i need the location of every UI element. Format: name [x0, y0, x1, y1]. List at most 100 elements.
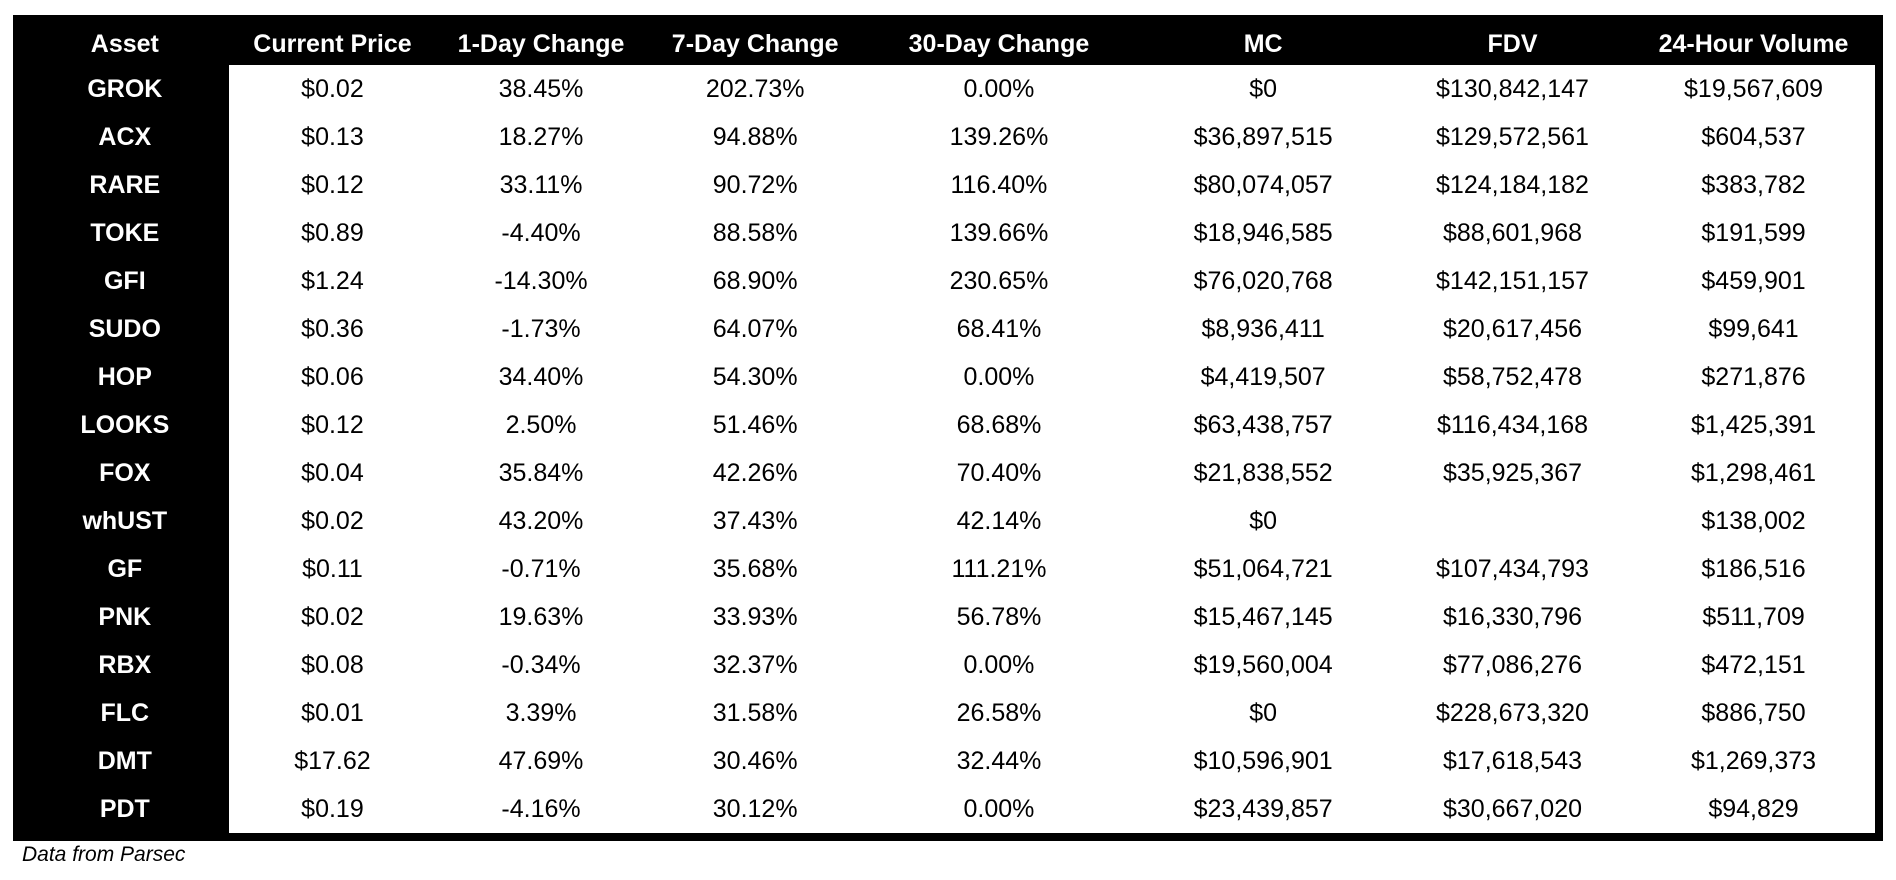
- cell-mc: $10,596,901: [1133, 737, 1393, 785]
- cell-fdv: $17,618,543: [1392, 737, 1633, 785]
- cell-fdv: [1392, 497, 1633, 545]
- cell-fdv: $107,434,793: [1392, 545, 1633, 593]
- column-header-mc: MC: [1133, 23, 1393, 65]
- asset-label: FLC: [21, 689, 229, 737]
- table-row: GROK $0.02 38.45% 202.73% 0.00% $0 $130,842,14…: [21, 65, 1875, 113]
- table-row: TOKE $0.89 -4.40% 88.58% 139.66% $18,946,585 $…: [21, 209, 1875, 257]
- asset-label: PDT: [21, 785, 229, 833]
- asset-label: FOX: [21, 449, 229, 497]
- cell-7-day-change: 30.12%: [645, 785, 865, 833]
- table-row: PNK $0.02 19.63% 33.93% 56.78% $15,467,145 $16…: [21, 593, 1875, 641]
- cell-24-hour-volume: $138,002: [1632, 497, 1875, 545]
- cell-mc: $0: [1133, 689, 1393, 737]
- asset-label: GF: [21, 545, 229, 593]
- cell-30-day-change: 0.00%: [864, 785, 1134, 833]
- cell-30-day-change: 26.58%: [864, 689, 1134, 737]
- table-row: SUDO $0.36 -1.73% 64.07% 68.41% $8,936,411 $20…: [21, 305, 1875, 353]
- table-row: PDT $0.19 -4.16% 30.12% 0.00% $23,439,857 $30,…: [21, 785, 1875, 833]
- cell-7-day-change: 68.90%: [645, 257, 865, 305]
- cell-fdv: $77,086,276: [1392, 641, 1633, 689]
- cell-7-day-change: 32.37%: [645, 641, 865, 689]
- column-header-current-price: Current Price: [228, 23, 437, 65]
- cell-1-day-change: -4.40%: [436, 209, 646, 257]
- cell-7-day-change: 31.58%: [645, 689, 865, 737]
- cell-1-day-change: 18.27%: [436, 113, 646, 161]
- cell-fdv: $35,925,367: [1392, 449, 1633, 497]
- cell-fdv: $116,434,168: [1392, 401, 1633, 449]
- table-row: RBX $0.08 -0.34% 32.37% 0.00% $19,560,004 $77,…: [21, 641, 1875, 689]
- cell-current-price: $17.62: [228, 737, 437, 785]
- column-header-1-day-change: 1-Day Change: [436, 23, 646, 65]
- cell-mc: $18,946,585: [1133, 209, 1393, 257]
- cell-fdv: $124,184,182: [1392, 161, 1633, 209]
- cell-fdv: $58,752,478: [1392, 353, 1633, 401]
- cell-7-day-change: 42.26%: [645, 449, 865, 497]
- cell-current-price: $0.01: [228, 689, 437, 737]
- cell-fdv: $142,151,157: [1392, 257, 1633, 305]
- cell-fdv: $228,673,320: [1392, 689, 1633, 737]
- cell-current-price: $0.89: [228, 209, 437, 257]
- cell-30-day-change: 68.41%: [864, 305, 1134, 353]
- asset-label: whUST: [21, 497, 229, 545]
- cell-24-hour-volume: $886,750: [1632, 689, 1875, 737]
- cell-mc: $36,897,515: [1133, 113, 1393, 161]
- table-row: whUST $0.02 43.20% 37.43% 42.14% $0 $138,002: [21, 497, 1875, 545]
- cell-mc: $21,838,552: [1133, 449, 1393, 497]
- cell-fdv: $16,330,796: [1392, 593, 1633, 641]
- cell-24-hour-volume: $191,599: [1632, 209, 1875, 257]
- cell-1-day-change: 35.84%: [436, 449, 646, 497]
- asset-label: HOP: [21, 353, 229, 401]
- cell-1-day-change: -0.71%: [436, 545, 646, 593]
- cell-1-day-change: -0.34%: [436, 641, 646, 689]
- cell-30-day-change: 0.00%: [864, 641, 1134, 689]
- cell-1-day-change: 43.20%: [436, 497, 646, 545]
- cell-1-day-change: 33.11%: [436, 161, 646, 209]
- cell-24-hour-volume: $99,641: [1632, 305, 1875, 353]
- asset-label: RARE: [21, 161, 229, 209]
- header-row: Asset Current Price 1-Day Change 7-Day Chan…: [21, 23, 1875, 65]
- asset-table: Asset Current Price 1-Day Change 7-Day Chan…: [21, 23, 1875, 833]
- cell-current-price: $0.11: [228, 545, 437, 593]
- cell-24-hour-volume: $1,269,373: [1632, 737, 1875, 785]
- asset-label: TOKE: [21, 209, 229, 257]
- cell-mc: $80,074,057: [1133, 161, 1393, 209]
- cell-mc: $0: [1133, 497, 1393, 545]
- cell-current-price: $0.02: [228, 65, 437, 113]
- table-row: DMT $17.62 47.69% 30.46% 32.44% $10,596,901 $1…: [21, 737, 1875, 785]
- table-row: FOX $0.04 35.84% 42.26% 70.40% $21,838,552 $35…: [21, 449, 1875, 497]
- cell-24-hour-volume: $383,782: [1632, 161, 1875, 209]
- cell-fdv: $88,601,968: [1392, 209, 1633, 257]
- cell-1-day-change: -14.30%: [436, 257, 646, 305]
- asset-label: GFI: [21, 257, 229, 305]
- cell-current-price: $0.12: [228, 401, 437, 449]
- asset-label: RBX: [21, 641, 229, 689]
- asset-label: DMT: [21, 737, 229, 785]
- cell-mc: $76,020,768: [1133, 257, 1393, 305]
- table-head: Asset Current Price 1-Day Change 7-Day Chan…: [21, 23, 1875, 65]
- cell-24-hour-volume: $186,516: [1632, 545, 1875, 593]
- cell-7-day-change: 64.07%: [645, 305, 865, 353]
- data-source-caption: Data from Parsec: [22, 843, 186, 866]
- asset-label: LOOKS: [21, 401, 229, 449]
- cell-24-hour-volume: $604,537: [1632, 113, 1875, 161]
- cell-30-day-change: 70.40%: [864, 449, 1134, 497]
- cell-7-day-change: 30.46%: [645, 737, 865, 785]
- cell-mc: $0: [1133, 65, 1393, 113]
- cell-24-hour-volume: $94,829: [1632, 785, 1875, 833]
- cell-7-day-change: 37.43%: [645, 497, 865, 545]
- table-row: GFI $1.24 -14.30% 68.90% 230.65% $76,020,768 $…: [21, 257, 1875, 305]
- cell-current-price: $0.12: [228, 161, 437, 209]
- cell-24-hour-volume: $1,425,391: [1632, 401, 1875, 449]
- cell-7-day-change: 51.46%: [645, 401, 865, 449]
- cell-mc: $19,560,004: [1133, 641, 1393, 689]
- cell-30-day-change: 0.00%: [864, 65, 1134, 113]
- cell-mc: $15,467,145: [1133, 593, 1393, 641]
- cell-7-day-change: 88.58%: [645, 209, 865, 257]
- table-row: GF $0.11 -0.71% 35.68% 111.21% $51,064,721 $10…: [21, 545, 1875, 593]
- cell-7-day-change: 202.73%: [645, 65, 865, 113]
- cell-current-price: $0.02: [228, 593, 437, 641]
- cell-1-day-change: 34.40%: [436, 353, 646, 401]
- table-row: FLC $0.01 3.39% 31.58% 26.58% $0 $228,673,320 $…: [21, 689, 1875, 737]
- cell-current-price: $0.06: [228, 353, 437, 401]
- cell-30-day-change: 111.21%: [864, 545, 1134, 593]
